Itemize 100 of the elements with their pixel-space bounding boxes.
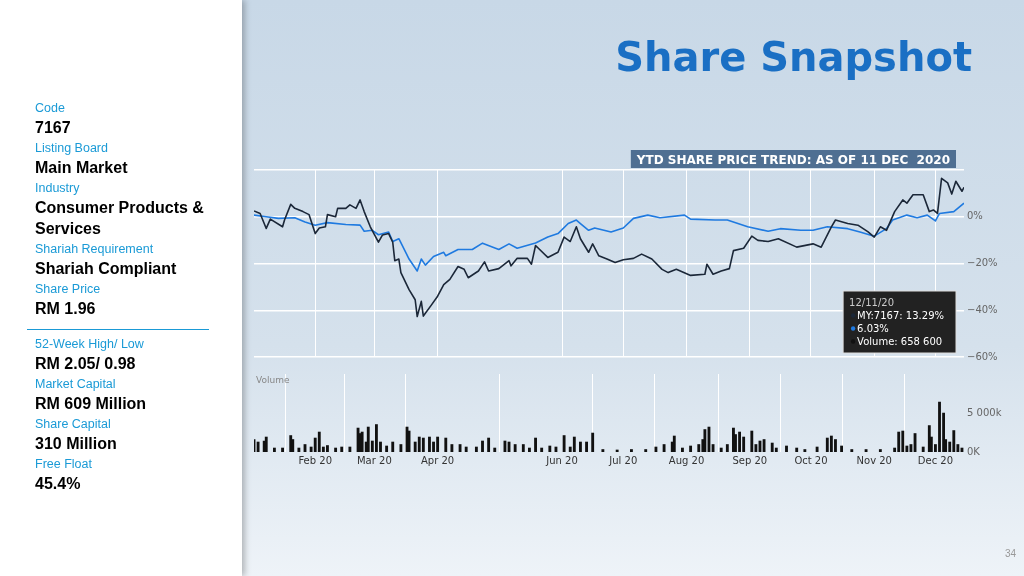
bar [513, 444, 517, 452]
text: 7167 [35, 118, 72, 138]
bar [256, 441, 260, 452]
text: RM 1.96 [35, 299, 97, 319]
text: Shariah Compliant [35, 259, 178, 279]
bar [450, 444, 454, 452]
bar [850, 449, 854, 452]
bar [521, 444, 525, 452]
bar [548, 445, 552, 452]
y-tick-label: −40% [967, 303, 998, 315]
bar [436, 436, 440, 452]
bar [272, 447, 276, 452]
bar [591, 432, 595, 452]
x-tick-label: Feb 20 [298, 454, 333, 466]
bar [774, 447, 778, 452]
bar [399, 444, 403, 452]
bar [340, 446, 344, 452]
bar [689, 445, 693, 452]
bar [421, 437, 425, 452]
bar [432, 441, 435, 452]
y-tick-label: −60% [967, 350, 998, 362]
bar [703, 429, 707, 452]
text: 310 Million [35, 434, 118, 454]
text: RM 2.05/ 0.98 [35, 354, 137, 374]
y-axis-title: Volume [256, 375, 290, 385]
y-tick-label: 5 000k [967, 406, 1002, 418]
bar [725, 444, 729, 452]
bar [630, 449, 633, 452]
bar [366, 426, 370, 452]
bar [572, 436, 576, 452]
bar [825, 437, 829, 452]
text: Consumer Products & Services [35, 198, 205, 239]
bar [897, 431, 901, 452]
bar [326, 445, 329, 452]
x-tick-label: Aug 20 [668, 454, 705, 466]
bar [297, 447, 301, 452]
bar [334, 447, 338, 452]
y-tick-label: 0K [967, 445, 981, 457]
text: Main Market [35, 158, 129, 178]
bar [579, 441, 582, 452]
bar [901, 430, 905, 452]
bar [464, 446, 468, 452]
bar [738, 431, 742, 452]
bar [815, 446, 819, 452]
text: 34 [1004, 548, 1016, 559]
bar [385, 445, 389, 452]
bar [413, 441, 417, 452]
bar [391, 441, 395, 452]
bar [585, 441, 588, 452]
x-tick-label: Apr 20 [421, 454, 455, 466]
bar [317, 431, 321, 452]
text: Share Price [35, 281, 102, 298]
bar [644, 449, 648, 452]
bar [921, 446, 925, 452]
bar [750, 430, 754, 452]
x-tick-label: Jun 20 [545, 454, 578, 466]
bar [493, 447, 497, 452]
bar [562, 435, 566, 452]
bar [540, 447, 544, 452]
bar [281, 447, 284, 452]
y-tick-label: 0% [967, 210, 983, 222]
bar [481, 440, 484, 452]
text: Free Float [35, 456, 93, 473]
text: Code [35, 100, 66, 117]
bar [348, 446, 352, 452]
bar [719, 447, 723, 452]
text: 45.4% [35, 474, 82, 494]
text: Share Capital [35, 416, 112, 433]
bar [662, 444, 666, 452]
bar [681, 447, 684, 452]
bar [417, 436, 421, 452]
x-tick-label: Jul 20 [608, 454, 638, 466]
bar [444, 437, 448, 452]
annotation: MY:7167: 13.29% [857, 310, 944, 321]
bar [742, 436, 746, 452]
bar [428, 436, 431, 452]
x-tick-label: Oct 20 [794, 454, 828, 466]
text: Market Capital [35, 376, 117, 393]
bar [878, 449, 882, 452]
bar [770, 442, 774, 452]
x-tick-label: Nov 20 [856, 454, 892, 466]
annotation: 12/11/20 [849, 297, 895, 308]
bar [803, 449, 807, 452]
bar [487, 437, 491, 452]
bar [938, 401, 941, 452]
bar [840, 445, 844, 452]
text: Industry [35, 180, 81, 197]
bar [601, 449, 605, 452]
bar [785, 445, 788, 452]
bar [829, 435, 833, 452]
text: Share Snapshot [614, 34, 972, 80]
text: Shariah Requirement [35, 241, 155, 258]
y-tick-label: −20% [967, 257, 998, 269]
chart-title: YTD SHARE PRICE TREND: AS OF 11 DEC 2020 [635, 153, 950, 167]
text: RM 609 Million [35, 394, 148, 414]
bar [474, 446, 478, 452]
bar [672, 435, 676, 452]
bar [374, 424, 378, 452]
x-tick-label: Sep 20 [732, 454, 768, 466]
bar [264, 436, 268, 452]
